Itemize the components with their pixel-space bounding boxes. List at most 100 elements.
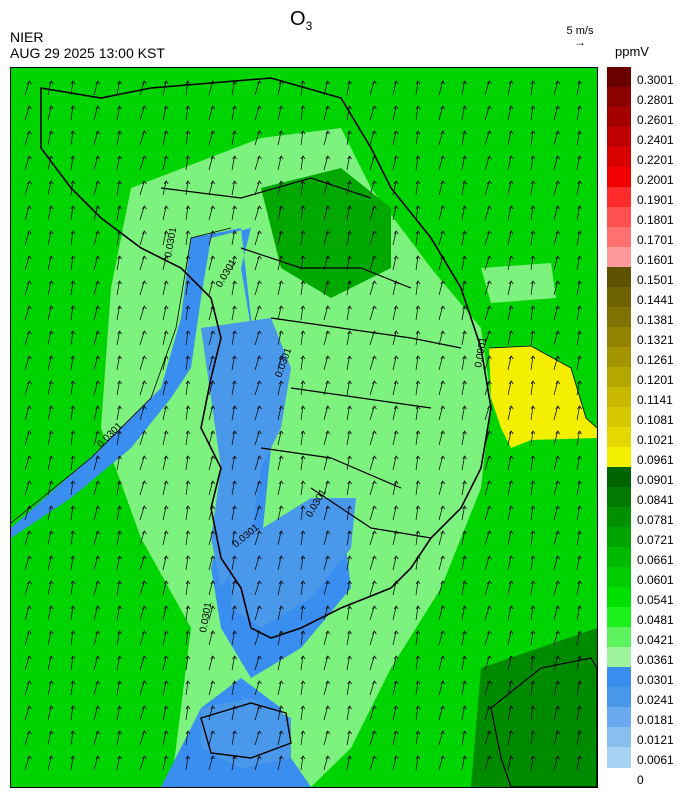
wind-arrow: [576, 455, 580, 471]
wind-arrow-head: [232, 405, 237, 410]
wind-arrow-head: [325, 180, 331, 185]
wind-arrow-head: [185, 630, 191, 635]
colorbar-cell: [607, 507, 631, 528]
wind-arrow-head: [508, 455, 514, 460]
wind-arrow-head: [508, 530, 514, 535]
wind-arrow: [415, 80, 419, 96]
wind-arrow: [530, 555, 534, 571]
wind-arrow: [254, 105, 260, 121]
wind-arrow: [530, 130, 534, 146]
wind-arrow-head: [462, 180, 467, 185]
wind-arrow-head: [300, 580, 306, 585]
wind-arrow-head: [508, 130, 514, 135]
wind-arrow-head: [372, 80, 377, 85]
wind-arrow: [484, 530, 490, 546]
wind-arrow: [461, 705, 465, 721]
wind-arrow-head: [27, 455, 32, 460]
wind-arrow-head: [117, 755, 122, 760]
wind-arrow-head: [393, 430, 399, 435]
wind-arrow: [24, 105, 30, 121]
wind-arrow-head: [163, 680, 169, 685]
wind-arrow: [415, 255, 419, 271]
colorbar-cell: [607, 187, 631, 208]
wind-arrow-head: [142, 505, 147, 510]
wind-arrow: [438, 255, 444, 271]
wind-arrow: [369, 155, 375, 171]
wind-arrow-head: [142, 280, 147, 285]
wind-arrow-head: [347, 330, 352, 335]
wind-arrow: [553, 430, 559, 446]
contour-line-0901: [488, 345, 597, 429]
wind-arrow-head: [325, 80, 331, 85]
wind-arrow: [461, 330, 465, 346]
wind-arrow-head: [440, 105, 446, 110]
wind-arrow: [254, 430, 260, 446]
wind-arrow-head: [508, 280, 514, 285]
wind-arrow-head: [257, 430, 262, 435]
wind-arrow: [576, 505, 580, 521]
wind-arrow: [24, 655, 30, 671]
wind-arrow-head: [163, 705, 169, 710]
wind-arrow-head: [185, 555, 191, 560]
wind-arrow: [530, 280, 534, 296]
wind-arrow: [70, 230, 74, 246]
wind-arrow: [162, 455, 167, 471]
colorbar-cell: [607, 447, 631, 468]
wind-arrow-head: [142, 605, 147, 610]
wind-arrow: [116, 655, 120, 671]
wind-arrow: [530, 455, 534, 471]
wind-arrow-head: [508, 655, 514, 660]
wind-arrow: [139, 105, 145, 121]
wind-arrow-head: [487, 230, 492, 235]
wind-arrow: [24, 80, 30, 96]
wind-arrow: [208, 105, 214, 121]
wind-arrow: [185, 230, 189, 246]
wind-arrow-head: [440, 330, 446, 335]
wind-arrow: [277, 155, 282, 171]
wind-arrow-head: [372, 480, 377, 485]
wind-arrow: [484, 330, 490, 346]
wind-arrow: [300, 355, 304, 371]
wind-arrow: [93, 680, 99, 696]
wind-arrow-head: [257, 205, 262, 210]
wind-arrow-head: [393, 255, 399, 260]
wind-arrow: [47, 655, 52, 671]
wind-arrow-head: [185, 105, 191, 110]
wind-arrow: [139, 430, 145, 446]
wind-arrow: [507, 605, 512, 621]
wind-arrow: [231, 555, 235, 571]
wind-arrow-head: [300, 555, 306, 560]
wind-arrow: [93, 280, 99, 296]
wind-arrow: [415, 380, 419, 396]
wind-arrow-head: [95, 255, 101, 260]
wind-arrow: [484, 655, 490, 671]
wind-arrow-head: [210, 280, 216, 285]
wind-arrow-head: [577, 455, 582, 460]
wind-arrow: [576, 180, 580, 196]
wind-arrow: [47, 705, 52, 721]
wind-arrow-head: [70, 405, 76, 410]
wind-arrow-head: [232, 180, 237, 185]
wind-arrow: [415, 205, 419, 221]
wind-arrow-head: [462, 555, 467, 560]
wind-arrow-head: [185, 380, 191, 385]
wind-arrow-head: [117, 380, 122, 385]
wind-arrow-head: [325, 655, 331, 660]
wind-arrow: [576, 80, 580, 96]
wind-arrow-head: [393, 80, 399, 85]
wind-arrow-head: [163, 580, 169, 585]
wind-arrow-head: [142, 530, 147, 535]
wind-arrow-head: [577, 205, 582, 210]
wind-arrow-head: [555, 355, 561, 360]
wind-arrow: [553, 655, 559, 671]
wind-arrow: [47, 355, 52, 371]
wind-arrow-head: [440, 455, 446, 460]
wind-arrow: [530, 480, 534, 496]
colorbar-tick-label: 0.2801: [637, 93, 674, 107]
wind-arrow-head: [210, 755, 216, 760]
wind-arrow: [553, 555, 559, 571]
wind-arrow-head: [48, 505, 54, 510]
wind-arrow-head: [257, 605, 262, 610]
wind-arrow-head: [300, 455, 306, 460]
wind-arrow-head: [440, 605, 446, 610]
